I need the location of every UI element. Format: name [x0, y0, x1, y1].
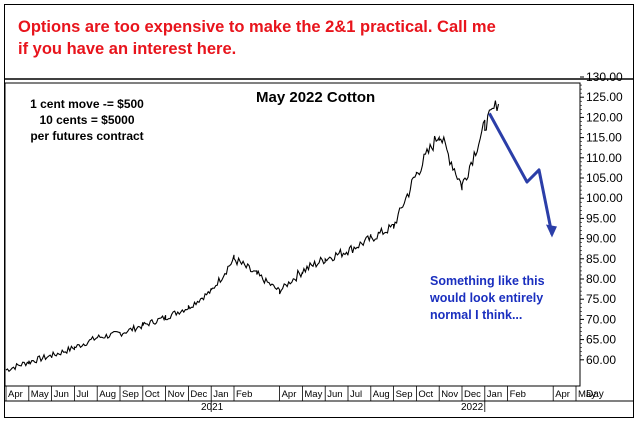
- x-tick-label: Jun: [327, 389, 342, 400]
- y-tick-label: 105.00: [586, 171, 623, 185]
- projection-arrow: [488, 112, 557, 238]
- chart-title: May 2022 Cotton: [256, 89, 376, 106]
- headline-line-2: if you have an interest here.: [18, 40, 237, 58]
- x-tick-label: Sep: [396, 389, 413, 400]
- projection-note-line-2: would look entirely: [430, 291, 544, 305]
- x-tick-label: Dec: [190, 389, 207, 400]
- y-tick-label: 70.00: [586, 312, 616, 326]
- y-tick-label: 85.00: [586, 252, 616, 266]
- y-tick-label: 90.00: [586, 232, 616, 246]
- contract-note-line-1: 1 cent move -= $500: [30, 97, 144, 111]
- x-tick-label: May: [304, 389, 322, 400]
- y-tick-label: 80.00: [586, 272, 616, 286]
- x-tick-label: Aug: [373, 389, 390, 400]
- year-label-2022: 2022: [461, 402, 484, 413]
- x-tick-label: Jul: [350, 389, 362, 400]
- projection-note-line-3: normal I think...: [430, 308, 523, 322]
- x-tick-label: Nov: [441, 389, 458, 400]
- headline: Options are too expensive to make the 2&…: [18, 16, 598, 60]
- y-tick-label: 75.00: [586, 292, 616, 306]
- x-axis-ticks: Apr May Jun Jul Aug Sep Oct Nov Dec Jan Feb Apr May J…: [5, 386, 596, 412]
- price-line: [5, 100, 500, 373]
- contract-note-line-3: per futures contract: [30, 129, 144, 143]
- x-tick-label: Dec: [464, 389, 481, 400]
- y-tick-label: 65.00: [586, 333, 616, 347]
- contract-note: 1 cent move -= $500 10 cents = $5000 per…: [12, 96, 162, 144]
- y-tick-label: 130.00: [586, 70, 623, 84]
- contract-note-line-2: 10 cents = $5000: [39, 113, 135, 127]
- x-tick-label: Apr: [8, 389, 23, 400]
- x-axis-label: Day: [586, 389, 604, 400]
- x-tick-label: Jun: [54, 389, 69, 400]
- price-series: [5, 100, 500, 373]
- x-tick-label: Oct: [418, 389, 433, 400]
- x-tick-label: Feb: [510, 389, 526, 400]
- projection-arrowhead: [545, 224, 557, 238]
- x-tick-label: Aug: [99, 389, 116, 400]
- y-tick-label: 120.00: [586, 110, 623, 124]
- x-tick-label: Apr: [282, 389, 297, 400]
- x-tick-label: Apr: [555, 389, 570, 400]
- x-tick-label: Sep: [122, 389, 139, 400]
- y-tick-label: 100.00: [586, 191, 623, 205]
- projection-note-line-1: Something like this: [430, 274, 545, 288]
- y-tick-label: 115.00: [586, 131, 622, 145]
- x-tick-label: Oct: [145, 389, 160, 400]
- x-tick-label: Jan: [213, 389, 228, 400]
- y-tick-label: 125.00: [586, 90, 623, 104]
- x-tick-label: May: [578, 389, 596, 400]
- x-tick-label: Nov: [168, 389, 185, 400]
- y-tick-label: 60.00: [586, 353, 616, 367]
- headline-line-1: Options are too expensive to make the 2&…: [18, 18, 496, 36]
- y-tick-label: 110.00: [586, 151, 622, 165]
- y-axis-ticks: 60.00 65.00 70.00 75.00 80.00 85.00 90.00 95.00…: [580, 70, 623, 367]
- x-tick-label: Feb: [236, 389, 252, 400]
- y-tick-label: 95.00: [586, 211, 616, 225]
- year-label-2021: 2021: [201, 402, 224, 413]
- projection-path: [488, 112, 554, 235]
- x-tick-label: Jan: [487, 389, 502, 400]
- x-tick-label: May: [31, 389, 49, 400]
- projection-note: Something like this would look entirely …: [430, 273, 545, 324]
- x-tick-label: Jul: [76, 389, 88, 400]
